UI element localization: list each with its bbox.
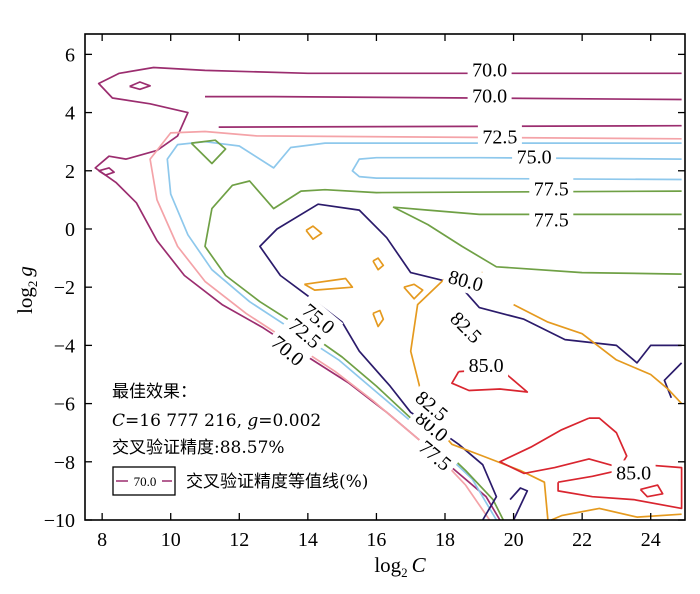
y-tick-label: 0: [65, 219, 75, 241]
x-tick-label: 20: [504, 529, 524, 551]
legend-swatch-label-bg: [128, 473, 162, 489]
contour-label-text: 77.5: [534, 209, 569, 231]
contour-label-text: 70.0: [472, 59, 507, 81]
contour-label-bg: [441, 263, 491, 298]
x-tick-label: 8: [97, 529, 107, 551]
contour-label-77.5-1: 77.5: [529, 207, 574, 232]
contour-label-bg: [263, 327, 313, 374]
contour-label-bg: [467, 57, 512, 82]
y-tick-label: −2: [54, 277, 75, 299]
contour-label-85-1: 85.0: [611, 460, 656, 485]
contour-label-bg: [477, 124, 522, 149]
contour-label-85-0: 85.0: [464, 352, 509, 377]
contour-label-bg: [464, 352, 509, 377]
x-axis-title: log2 C: [374, 553, 426, 580]
x-tick-label: 14: [298, 529, 318, 551]
contour-label-bg: [410, 431, 460, 479]
y-tick-label: −8: [54, 452, 75, 474]
contour-label-text: 85.0: [616, 462, 651, 484]
contour-82.5-line-2: [513, 303, 683, 405]
y-tick-label: −4: [54, 335, 75, 357]
contour-label-bg: [294, 295, 344, 342]
y-tick-label: −10: [44, 510, 75, 532]
annotation-best-params: C=16 777 216, g=0.002: [112, 411, 321, 431]
contour-70-line-2: [218, 124, 682, 128]
contour-80-line-1: [663, 362, 683, 399]
legend-swatch-box: [112, 466, 176, 496]
contour-label-72.5-0: 72.5: [477, 124, 522, 149]
contour-label-bg: [407, 382, 457, 430]
contour-label-text: 85.0: [469, 355, 504, 377]
contour-label-text: 72.5: [482, 126, 517, 148]
contour-85-line-2: [557, 463, 683, 510]
contour-label-text: 80.0: [446, 266, 486, 296]
contour-85-line-3: [639, 484, 664, 498]
annotation-accuracy: 交叉验证精度:88.57%: [112, 438, 285, 458]
contour-label-bg: [280, 309, 330, 357]
contour-label-80-0: 80.0: [441, 263, 491, 298]
contour-82.5-line-6: [403, 283, 424, 300]
contour-label-70-0: 70.0: [467, 57, 512, 82]
annotation-title: 最佳效果：: [112, 382, 197, 402]
contour-labels: 70.070.070.072.572.575.075.077.577.577.5…: [263, 57, 656, 485]
y-axis-ticks: 6 4 2 0 −2 −4 −6 −8 −10: [44, 44, 685, 532]
contour-label-bg: [512, 144, 557, 169]
contour-85-line-1: [499, 417, 628, 475]
contour-77.5-line-1: [392, 206, 682, 275]
contour-82.5-line-5: [372, 257, 385, 271]
contour-label-bg: [467, 83, 512, 108]
contour-82.5-line-1: [550, 507, 682, 521]
contour-70-line-3: [129, 81, 151, 91]
contour-75-line-1: [351, 156, 682, 181]
y-axis-title: log2g: [13, 266, 40, 314]
contour-80-line-2: [509, 487, 529, 521]
contour-label-bg: [529, 176, 574, 201]
x-tick-label: 10: [161, 529, 181, 551]
contour-82.5-line-4: [303, 277, 354, 291]
plot-frame: [84, 33, 686, 521]
x-tick-label: 22: [572, 529, 592, 551]
contour-label-bg: [529, 207, 574, 232]
contour-label-75-0: 75.0: [512, 144, 557, 169]
contour-label-bg: [407, 402, 457, 450]
contour-label-77.5-0: 77.5: [529, 176, 574, 201]
legend-swatch-label: 70.0: [134, 474, 157, 489]
x-tick-label: 18: [435, 529, 455, 551]
x-tick-label: 24: [641, 529, 661, 551]
contour-label-text: 77.5: [534, 179, 569, 201]
y-tick-label: 6: [65, 44, 75, 66]
legend-label: 交叉验证精度等值线(%): [186, 472, 368, 492]
x-tick-label: 12: [229, 529, 249, 551]
x-axis-ticks: 8 10 12 14 16 18 20 22 24: [97, 34, 661, 551]
contour-label-bg: [442, 303, 491, 352]
y-tick-label: −6: [54, 394, 75, 416]
best-result-annotation: 最佳效果： C=16 777 216, g=0.002 交叉验证精度:88.57…: [112, 382, 321, 458]
contour-label-text: 75.0: [517, 147, 552, 169]
contour-label-text: 70.0: [472, 86, 507, 108]
contour-label-82.5-0: 82.5: [442, 303, 491, 352]
contour-82.5-line-3: [305, 225, 323, 241]
contour-77.5-line-2: [190, 139, 227, 165]
y-tick-label: 4: [65, 103, 75, 125]
y-tick-label: 2: [65, 161, 75, 183]
legend: 70.0 交叉验证精度等值线(%): [112, 466, 368, 496]
x-tick-label: 16: [366, 529, 386, 551]
contour-label-bg: [611, 460, 656, 485]
contour-82.5-line-7: [372, 309, 385, 328]
contour-label-70-1: 70.0: [467, 83, 512, 108]
contour-70-line-1: [205, 95, 682, 101]
contour-70-line-4: [98, 167, 115, 176]
